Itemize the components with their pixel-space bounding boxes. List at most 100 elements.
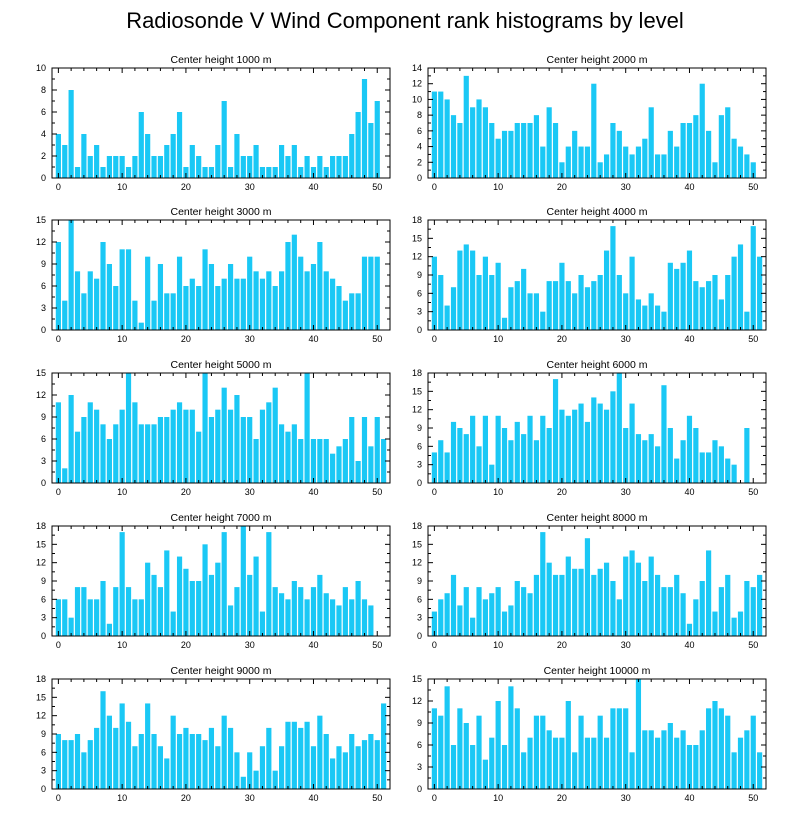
bar xyxy=(202,544,208,636)
y-tick-label: 15 xyxy=(36,539,46,549)
bar xyxy=(457,123,463,178)
bar xyxy=(170,611,176,636)
y-tick-label: 12 xyxy=(412,252,422,262)
bar xyxy=(591,281,597,330)
bar xyxy=(629,256,635,330)
bar xyxy=(737,244,744,330)
bar xyxy=(183,286,189,330)
bar xyxy=(189,581,195,636)
bar xyxy=(176,402,183,483)
bar xyxy=(279,593,285,636)
bar xyxy=(317,242,323,330)
bar xyxy=(94,145,100,178)
bar xyxy=(272,286,278,330)
bar xyxy=(482,759,488,789)
bar xyxy=(706,452,712,483)
bar xyxy=(686,745,693,789)
x-tick-label: 0 xyxy=(56,487,61,497)
bar xyxy=(202,167,208,178)
bar xyxy=(667,130,673,178)
y-tick-label: 6 xyxy=(41,281,46,291)
bar xyxy=(310,746,317,789)
bar xyxy=(686,250,693,330)
bar xyxy=(744,730,750,789)
bar xyxy=(572,293,578,330)
bar xyxy=(291,145,297,178)
bar xyxy=(106,264,112,330)
bar xyxy=(642,730,648,789)
bar xyxy=(253,271,259,330)
bar xyxy=(310,587,317,636)
y-tick-label: 9 xyxy=(417,718,422,728)
bar xyxy=(718,299,724,330)
bar xyxy=(540,146,546,178)
x-tick-label: 40 xyxy=(684,487,694,497)
bar xyxy=(533,715,540,789)
bar xyxy=(610,581,616,636)
bar xyxy=(368,123,374,178)
bar xyxy=(527,737,533,789)
bar xyxy=(508,605,514,636)
bar xyxy=(591,397,597,483)
bar xyxy=(623,428,629,483)
bar xyxy=(744,581,750,636)
bar xyxy=(616,599,622,636)
bar xyxy=(731,256,737,330)
bar xyxy=(680,730,686,789)
bar xyxy=(330,599,336,636)
x-tick-label: 30 xyxy=(621,793,631,803)
bar xyxy=(125,167,132,178)
bar xyxy=(527,293,533,330)
bar xyxy=(693,599,699,636)
x-tick-label: 0 xyxy=(56,793,61,803)
bar xyxy=(304,156,310,178)
bar xyxy=(157,417,164,483)
bar xyxy=(489,123,495,178)
bar xyxy=(176,112,183,178)
x-tick-label: 30 xyxy=(245,487,255,497)
y-tick-label: 6 xyxy=(417,441,422,451)
bar xyxy=(444,452,450,483)
bar xyxy=(132,156,138,178)
y-tick-label: 12 xyxy=(36,711,46,721)
y-tick-label: 9 xyxy=(41,729,46,739)
bar xyxy=(81,134,87,178)
bar xyxy=(119,249,125,330)
x-tick-label: 10 xyxy=(117,487,127,497)
bar xyxy=(323,167,329,178)
bar xyxy=(355,293,361,330)
bar xyxy=(272,770,278,789)
bar xyxy=(744,154,750,178)
bar xyxy=(591,83,597,178)
bar xyxy=(546,428,552,483)
bar xyxy=(731,464,737,483)
bar xyxy=(661,730,667,789)
bar xyxy=(291,234,297,330)
bar xyxy=(674,574,680,636)
bar xyxy=(279,424,285,483)
x-tick-label: 0 xyxy=(432,182,437,192)
bar xyxy=(718,446,724,483)
bar xyxy=(202,373,208,483)
bar xyxy=(444,99,450,178)
bar xyxy=(247,256,253,330)
bar xyxy=(279,271,285,330)
bar xyxy=(215,145,221,178)
bar xyxy=(330,453,336,483)
bar xyxy=(100,581,106,636)
bar xyxy=(55,734,61,789)
bar xyxy=(259,278,266,330)
bar xyxy=(508,440,514,483)
bar xyxy=(438,440,444,483)
bar xyxy=(457,428,463,483)
bar xyxy=(285,156,291,178)
bar xyxy=(138,734,144,789)
bar xyxy=(355,746,361,789)
bar xyxy=(552,123,559,178)
y-tick-label: 0 xyxy=(417,631,422,641)
x-tick-label: 10 xyxy=(493,334,503,344)
panel-9: Center height 9000 m 0 10 20 30 40 50 0 3 6 9 12 15 1… xyxy=(36,665,391,803)
x-tick-label: 40 xyxy=(308,640,318,650)
y-tick-label: 9 xyxy=(41,576,46,586)
